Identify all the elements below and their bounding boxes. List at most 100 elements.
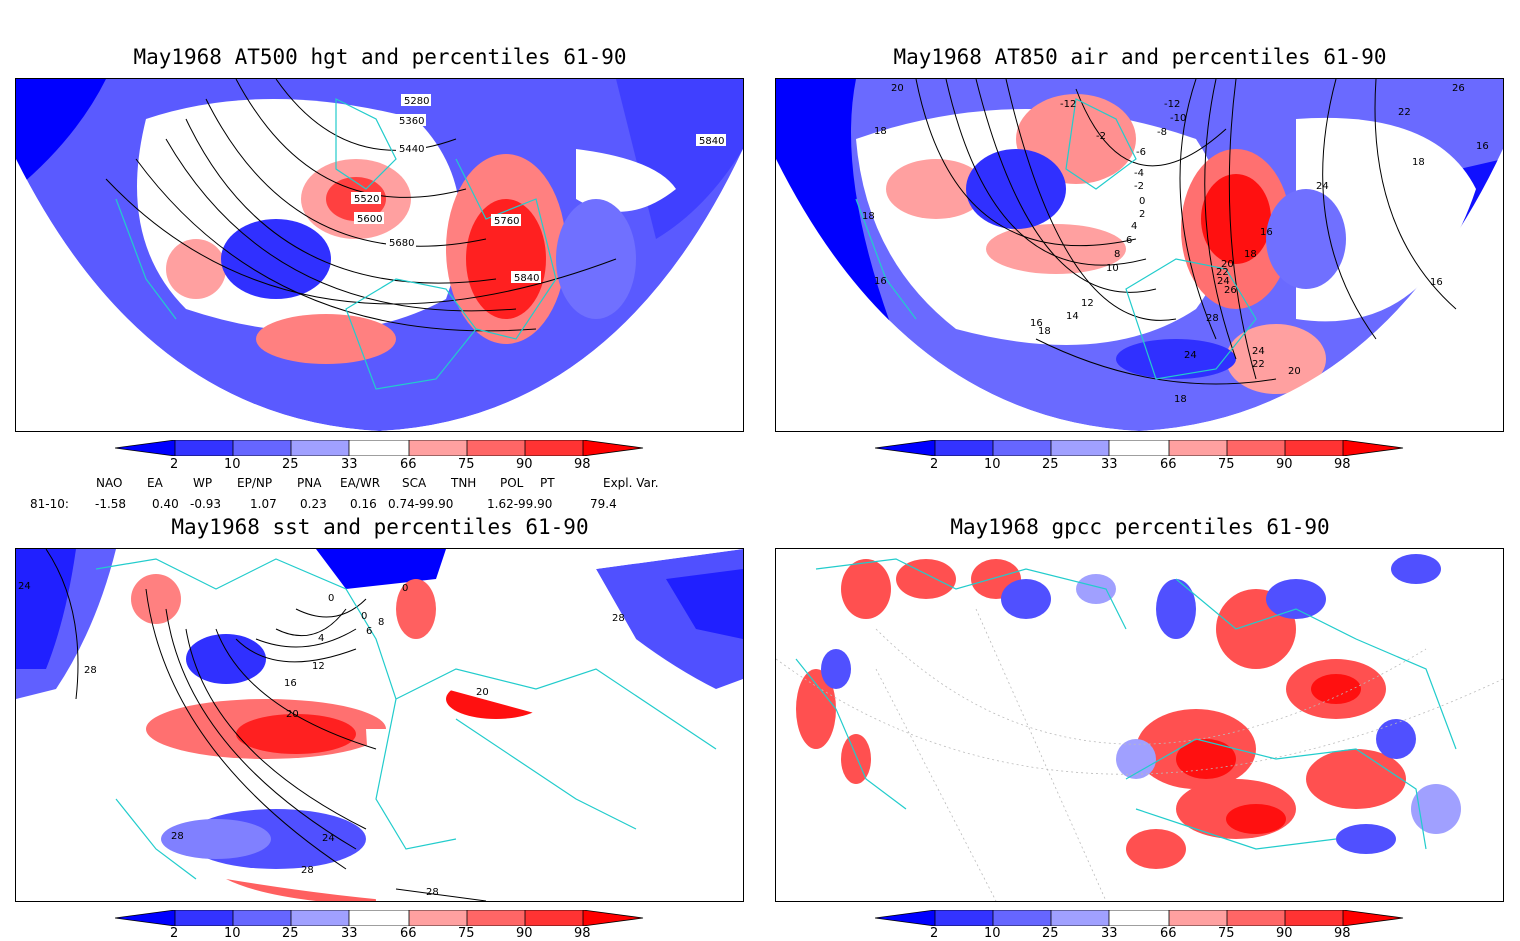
colorbar-segment — [291, 910, 349, 926]
contour-label: 18 — [1244, 249, 1257, 260]
colorbar-segment — [233, 910, 291, 926]
colorbar-label: 2 — [930, 457, 939, 472]
contour-label: 5520 — [354, 194, 379, 205]
contour-label: 0 — [361, 611, 367, 622]
colorbar-label: 90 — [1276, 457, 1293, 472]
index-header: SCA — [402, 476, 427, 490]
colorbar-segment — [525, 910, 583, 926]
contour-label: 26 — [1452, 83, 1465, 94]
colorbar-bottom-right — [875, 910, 1404, 926]
contour-label: 28 — [171, 831, 184, 842]
index-value: 0.23 — [300, 497, 327, 511]
colorbar-segment — [467, 440, 525, 456]
contour-label: 26 — [1224, 285, 1237, 296]
contour-label: -8 — [1157, 127, 1167, 138]
contour-label: -12 — [1164, 99, 1180, 110]
index-value: 0.74-99.90 — [388, 497, 454, 511]
contour-label: 0 — [402, 583, 408, 594]
contour-label: 20 — [286, 709, 299, 720]
contour-label: -2 — [1096, 131, 1106, 142]
contour-label: 20 — [1221, 259, 1234, 270]
contour-label: 5760 — [494, 216, 519, 227]
index-header: EP/NP — [237, 476, 273, 490]
contour-label: 6 — [366, 626, 372, 637]
map-panel-hgt500: 5280 5360 5440 5520 5600 5680 5760 5840 … — [15, 78, 744, 432]
map-panel-sst: 24 0 0 0 4 6 8 12 16 20 28 20 28 24 28 2… — [15, 548, 744, 902]
contour-label: -10 — [1170, 113, 1186, 124]
index-value: 0.40 — [152, 497, 179, 511]
colorbar-label: 33 — [1101, 926, 1118, 941]
colorbar-segment — [1227, 910, 1285, 926]
colorbar-label: 33 — [341, 926, 358, 941]
contour-label: 10 — [1106, 263, 1119, 274]
contour-label: 12 — [1081, 298, 1094, 309]
contour-label: 5840 — [699, 136, 724, 147]
contour-label: 6 — [1126, 235, 1132, 246]
contour-label: 8 — [378, 617, 384, 628]
colorbar-label: 66 — [400, 457, 417, 472]
colorbar-label: 75 — [458, 457, 475, 472]
colorbar-segment — [349, 440, 409, 456]
contour-label: 5680 — [389, 238, 414, 249]
colorbar-top-right — [875, 440, 1404, 456]
contour-label: 28 — [84, 665, 97, 676]
contour-label: 16 — [1476, 141, 1489, 152]
contour-label: -4 — [1134, 168, 1144, 179]
colorbar-segment — [349, 910, 409, 926]
contour-label: 28 — [426, 887, 439, 898]
map-panel-air850: 20 18 18 16 -12 -2 -12 -10 -8 -6 -4 -2 0… — [775, 78, 1504, 432]
index-value: -1.58 — [95, 497, 127, 511]
colorbar-label: 75 — [1218, 457, 1235, 472]
colorbar-segment — [115, 910, 175, 926]
contour-label: -2 — [1134, 181, 1144, 192]
contour-label: 20 — [476, 687, 489, 698]
contour-label: 16 — [284, 678, 297, 689]
colorbar-segment — [1051, 440, 1109, 456]
colorbar-segment — [1169, 440, 1227, 456]
contour-label: 24 — [1316, 181, 1329, 192]
colorbar-segment — [115, 440, 175, 456]
index-header: PNA — [297, 476, 322, 490]
colorbar-label: 90 — [516, 457, 533, 472]
contour-label: 28 — [1206, 313, 1219, 324]
contour-label: 5600 — [357, 214, 382, 225]
colorbar-label: 98 — [1334, 926, 1351, 941]
index-header: PT — [540, 476, 555, 490]
contour-label: 12 — [312, 661, 325, 672]
colorbar-segment — [175, 910, 233, 926]
contour-label: 18 — [1174, 394, 1187, 405]
contour-label: 5440 — [399, 144, 424, 155]
panel-title-sst: May1968 sst and percentiles 61-90 — [171, 515, 589, 539]
colorbar-segment — [1285, 440, 1343, 456]
index-row-label: 81-10: — [30, 497, 69, 511]
colorbar-segment — [583, 440, 643, 456]
colorbar-segment — [1343, 440, 1403, 456]
map-sst: 24 0 0 0 4 6 8 12 16 20 28 20 28 24 28 2… — [16, 549, 743, 901]
map-gpcc — [776, 554, 1503, 901]
colorbar-label: 98 — [1334, 457, 1351, 472]
colorbar-label: 10 — [984, 926, 1001, 941]
colorbar-label: 33 — [1101, 457, 1118, 472]
colorbar-segment — [583, 910, 643, 926]
colorbar-label: 2 — [930, 926, 939, 941]
index-value: 0.16 — [350, 497, 377, 511]
colorbar-segment — [1109, 910, 1169, 926]
contour-label: 16 — [1030, 318, 1043, 329]
index-header: NAO — [96, 476, 123, 490]
colorbar-segment — [233, 440, 291, 456]
colorbar-label: 33 — [341, 457, 358, 472]
contour-labels-hgt500: 5280 5360 5440 5520 5600 5680 5760 5840 … — [351, 94, 726, 284]
colorbar-label: 98 — [574, 926, 591, 941]
map-hgt500: 5280 5360 5440 5520 5600 5680 5760 5840 … — [16, 79, 743, 431]
index-header: EA/WR — [340, 476, 381, 490]
colorbar-segment — [467, 910, 525, 926]
contour-label: 5280 — [404, 96, 429, 107]
colorbar-segment — [1343, 910, 1403, 926]
colorbar-bottom-left — [115, 910, 644, 926]
contour-label: 28 — [612, 613, 625, 624]
colorbar-segment — [1109, 440, 1169, 456]
contour-label: 0 — [1139, 196, 1145, 207]
colorbar-segment — [1051, 910, 1109, 926]
contour-label: 22 — [1252, 359, 1265, 370]
map-air850: 20 18 18 16 -12 -2 -12 -10 -8 -6 -4 -2 0… — [776, 79, 1503, 431]
